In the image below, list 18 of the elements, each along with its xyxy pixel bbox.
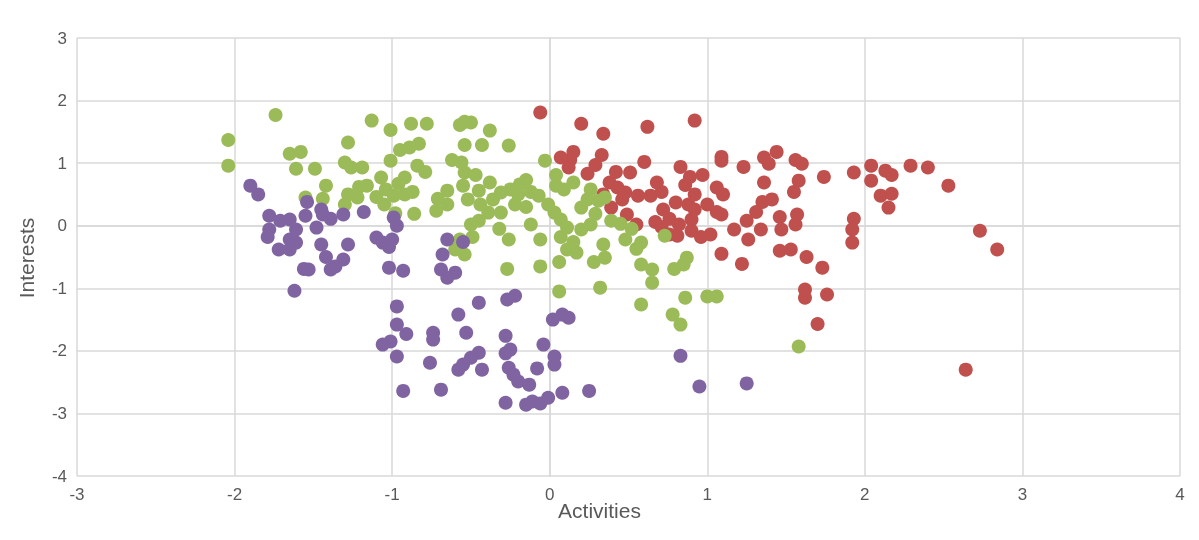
x-tick-label: 2 bbox=[860, 485, 870, 504]
y-tick-label: -1 bbox=[51, 278, 67, 298]
y-tick-label: -2 bbox=[51, 341, 67, 361]
x-tick-label: -1 bbox=[384, 485, 400, 504]
x-tick-label: 4 bbox=[1175, 485, 1185, 504]
x-tick-label: 3 bbox=[1017, 485, 1028, 504]
y-tick-label: 1 bbox=[57, 153, 67, 173]
x-tick-label: 1 bbox=[702, 485, 713, 504]
y-tick-label: 0 bbox=[57, 216, 67, 236]
y-axis-title: Interests bbox=[14, 217, 38, 299]
y-tick-label: -4 bbox=[51, 466, 67, 486]
x-tick-label: 0 bbox=[544, 485, 555, 504]
x-tick-label: -2 bbox=[227, 485, 243, 504]
x-axis-title: Activities bbox=[558, 499, 641, 522]
y-tick-label: 3 bbox=[57, 28, 67, 48]
y-tick-label: 2 bbox=[57, 91, 67, 111]
x-tick-label: -3 bbox=[69, 485, 85, 504]
y-tick-label: -3 bbox=[51, 403, 67, 423]
